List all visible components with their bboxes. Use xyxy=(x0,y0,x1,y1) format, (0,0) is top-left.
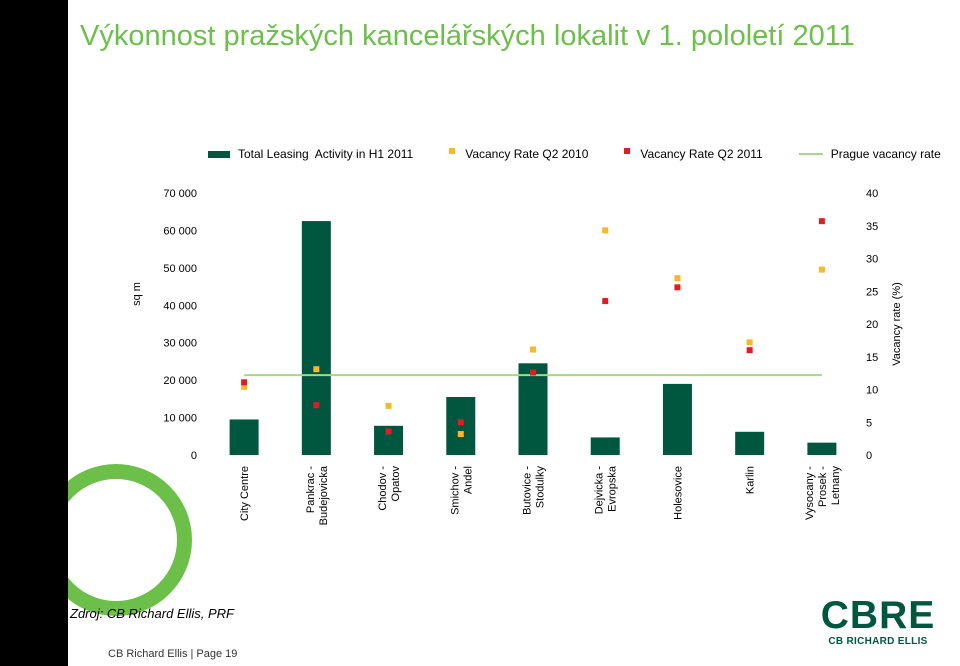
page-title: Výkonnost pražských kancelářských lokali… xyxy=(80,20,855,52)
bar xyxy=(301,221,331,455)
bar xyxy=(735,431,765,455)
y-tick-label: 20 000 xyxy=(163,375,197,387)
bar xyxy=(229,419,259,455)
y-tick-label: 60 000 xyxy=(163,225,197,237)
decor-ring-inner xyxy=(55,479,177,601)
logo-wordmark: CBRE xyxy=(820,594,936,637)
legend-item-vacancy-2011: Vacancy Rate Q2 2011 xyxy=(624,147,763,161)
marker-vacancy-2010 xyxy=(530,346,536,353)
category-label: Vysocany - xyxy=(804,466,816,520)
page-footer: CB Richard Ellis | Page 19 xyxy=(108,648,238,660)
marker-vacancy-2010 xyxy=(746,339,753,346)
legend-label-leasing: Total Leasing Activity in H1 2011 xyxy=(238,147,414,161)
category-label: Karlin xyxy=(745,466,757,494)
bar xyxy=(662,383,692,455)
legend-item-prague-rate: Prague vacancy rate xyxy=(798,147,941,161)
logo-subtitle: CB RICHARD ELLIS xyxy=(828,636,928,647)
marker-vacancy-2011 xyxy=(818,218,825,225)
y2-tick-label: 40 xyxy=(866,188,878,200)
bar xyxy=(590,437,620,455)
y2-tick-label: 35 xyxy=(866,221,878,233)
decor-sidebar-cover xyxy=(0,440,68,666)
category-label: City Centre xyxy=(239,466,251,521)
category-label: Dejvicka - xyxy=(594,466,606,515)
bar xyxy=(518,363,548,455)
y-tick-label: 30 000 xyxy=(163,338,197,350)
category-label: Smichov - xyxy=(449,466,461,515)
y2-tick-label: 5 xyxy=(866,417,872,429)
marker-vacancy-2010 xyxy=(385,402,392,409)
marker-vacancy-2011 xyxy=(602,298,609,305)
legend-swatch-bar xyxy=(208,150,230,158)
marker-vacancy-2011 xyxy=(385,428,392,435)
category-label: Stodulky xyxy=(535,466,547,509)
category-label: Opatov xyxy=(390,466,402,502)
y2-tick-label: 15 xyxy=(866,352,878,364)
legend-swatch-vacancy-2011 xyxy=(624,148,631,154)
legend-item-leasing: Total Leasing Activity in H1 2011 xyxy=(208,147,413,161)
y2-tick-label: 20 xyxy=(866,319,878,331)
category-label: Budejovicka xyxy=(318,465,330,525)
marker-vacancy-2010 xyxy=(313,366,320,373)
chart-legend: Total Leasing Activity in H1 2011 Vacanc… xyxy=(208,146,941,162)
legend-label-vacancy-2011: Vacancy Rate Q2 2011 xyxy=(640,147,763,161)
legend-item-vacancy-2010: Vacancy Rate Q2 2010 xyxy=(449,147,588,161)
bar xyxy=(446,396,476,455)
marker-vacancy-2010 xyxy=(457,431,464,438)
marker-vacancy-2010 xyxy=(602,227,609,234)
marker-vacancy-2011 xyxy=(457,419,464,426)
legend-label-prague-rate: Prague vacancy rate xyxy=(830,147,941,161)
y-axis-label: sq m xyxy=(131,282,143,306)
legend-label-vacancy-2010: Vacancy Rate Q2 2010 xyxy=(465,147,589,161)
y2-axis-label: Vacancy rate (%) xyxy=(891,282,903,366)
category-label: Evropska xyxy=(607,465,619,512)
category-label: Pankrac - xyxy=(305,466,317,513)
y-tick-label: 50 000 xyxy=(163,263,197,275)
marker-vacancy-2011 xyxy=(746,347,753,354)
category-label: Holesovice xyxy=(672,466,684,520)
category-label: Chodov - xyxy=(377,466,389,511)
marker-vacancy-2011 xyxy=(674,284,681,291)
marker-vacancy-2010 xyxy=(674,275,681,282)
marker-vacancy-2010 xyxy=(241,383,248,390)
marker-vacancy-2010 xyxy=(818,266,825,273)
category-label: Butovice - xyxy=(522,466,534,515)
legend-swatch-prague-rate xyxy=(798,153,823,155)
marker-vacancy-2011 xyxy=(241,379,248,386)
category-label: Prosek - xyxy=(817,466,829,507)
y2-tick-label: 10 xyxy=(866,385,878,397)
category-label: Andel xyxy=(462,466,474,494)
y2-tick-label: 30 xyxy=(866,254,878,266)
y2-tick-label: 25 xyxy=(866,286,878,298)
y2-tick-label: 0 xyxy=(866,450,872,462)
marker-vacancy-2011 xyxy=(313,402,320,409)
source-note: Zdroj: CB Richard Ellis, PRF xyxy=(70,606,234,621)
category-label: Letnany xyxy=(830,466,842,506)
y-tick-label: 70 000 xyxy=(163,188,197,200)
bar xyxy=(807,442,837,455)
y-tick-label: 40 000 xyxy=(163,300,197,312)
y-tick-label: 10 000 xyxy=(163,413,197,425)
cbre-logo: CBRE CB RICHARD ELLIS xyxy=(820,596,936,648)
marker-vacancy-2011 xyxy=(530,369,536,376)
y-tick-label: 0 xyxy=(191,450,197,462)
legend-swatch-vacancy-2010 xyxy=(449,148,456,154)
